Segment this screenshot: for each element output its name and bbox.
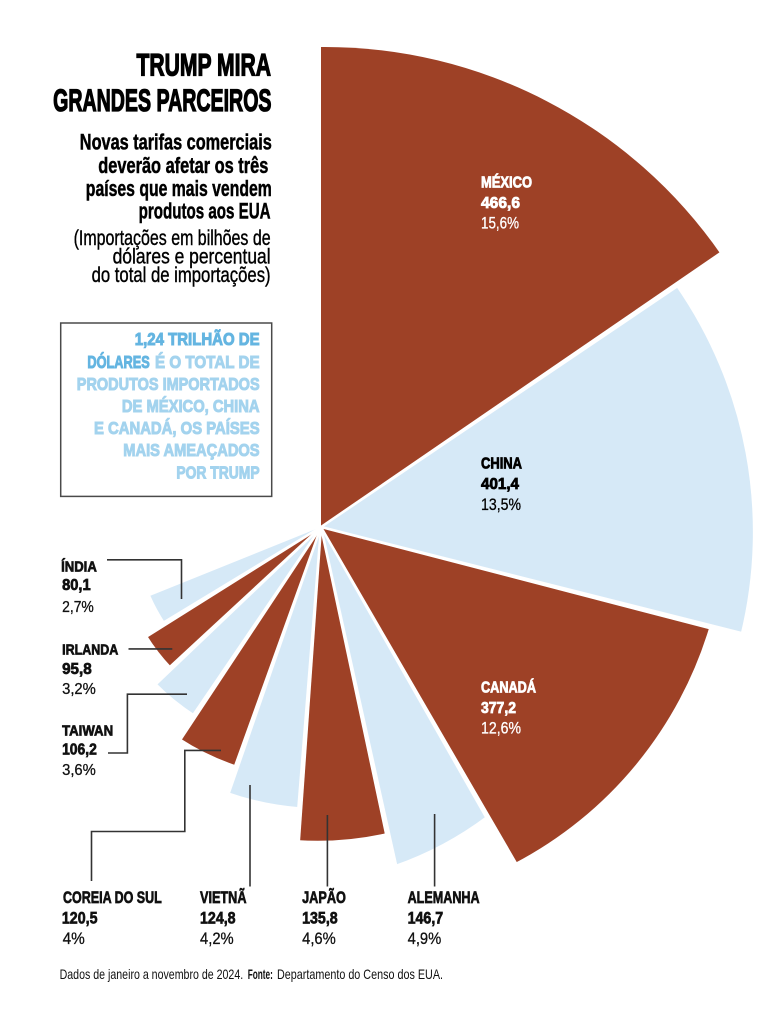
svg-text:do total de importações): do total de importações): [92, 263, 271, 287]
svg-text:146,7: 146,7: [408, 909, 444, 928]
svg-text:135,8: 135,8: [302, 909, 338, 928]
svg-text:IRLANDA: IRLANDA: [62, 642, 119, 658]
svg-text:12,6%: 12,6%: [481, 719, 521, 738]
svg-text:deverão afetar os três: deverão afetar os três: [98, 153, 268, 178]
svg-text:É O TOTAL DE: É O TOTAL DE: [155, 351, 260, 372]
svg-text:13,5%: 13,5%: [481, 495, 521, 514]
svg-text:1,24 TRILHÃO DE: 1,24 TRILHÃO DE: [135, 328, 260, 349]
svg-text:Fonte:: Fonte:: [248, 967, 273, 982]
svg-text:4%: 4%: [63, 929, 85, 948]
svg-text:COREIA DO SUL: COREIA DO SUL: [63, 889, 162, 907]
svg-text:120,5: 120,5: [62, 909, 98, 928]
svg-text:ÍNDIA: ÍNDIA: [61, 558, 97, 575]
svg-text:(Importações em bilhões de: (Importações em bilhões de: [74, 226, 271, 250]
svg-text:TRUMP MIRA: TRUMP MIRA: [137, 47, 272, 83]
svg-text:CANADÁ: CANADÁ: [481, 678, 536, 697]
svg-text:466,6: 466,6: [481, 195, 520, 212]
svg-text:124,8: 124,8: [200, 909, 236, 928]
svg-text:106,2: 106,2: [62, 741, 97, 758]
svg-text:dólares e percentual: dólares e percentual: [113, 244, 271, 268]
svg-text:Departamento do Censo dos EUA.: Departamento do Censo dos EUA.: [277, 967, 443, 982]
svg-text:95,8: 95,8: [62, 661, 92, 678]
svg-text:GRANDES PARCEIROS: GRANDES PARCEIROS: [53, 82, 271, 118]
svg-text:4,2%: 4,2%: [200, 929, 234, 948]
svg-text:produtos aos EUA: produtos aos EUA: [139, 199, 271, 224]
svg-text:PRODUTOS IMPORTADOS: PRODUTOS IMPORTADOS: [77, 374, 260, 394]
svg-text:4,6%: 4,6%: [302, 929, 336, 948]
svg-text:países que mais vendem: países que mais vendem: [86, 176, 272, 201]
svg-text:MAIS AMEAÇADOS: MAIS AMEAÇADOS: [123, 440, 259, 460]
svg-text:Dados de janeiro a novembro de: Dados de janeiro a novembro de 2024.: [60, 967, 244, 982]
svg-text:3,2%: 3,2%: [62, 681, 96, 698]
svg-text:JAPÃO: JAPÃO: [302, 887, 346, 907]
svg-text:401,4: 401,4: [481, 476, 519, 493]
svg-text:377,2: 377,2: [481, 700, 516, 717]
svg-text:3,6%: 3,6%: [62, 762, 96, 779]
svg-text:CHINA: CHINA: [481, 456, 522, 473]
svg-text:Novas tarifas comerciais: Novas tarifas comerciais: [80, 129, 272, 154]
svg-text:15,6%: 15,6%: [481, 213, 519, 232]
svg-text:4,9%: 4,9%: [408, 929, 442, 948]
svg-text:MÉXICO: MÉXICO: [481, 172, 532, 191]
svg-text:ALEMANHA: ALEMANHA: [408, 889, 480, 907]
svg-text:80,1: 80,1: [62, 577, 91, 594]
svg-text:2,7%: 2,7%: [62, 599, 94, 616]
svg-text:DÓLARES: DÓLARES: [87, 351, 149, 372]
svg-text:DE MÉXICO, CHINA: DE MÉXICO, CHINA: [122, 395, 260, 416]
svg-text:POR TRUMP: POR TRUMP: [176, 463, 259, 483]
svg-text:VIETNÃ: VIETNÃ: [200, 887, 247, 907]
svg-text:TAIWAN: TAIWAN: [62, 723, 113, 739]
svg-text:E CANADÁ, OS PAÍSES: E CANADÁ, OS PAÍSES: [94, 417, 260, 438]
